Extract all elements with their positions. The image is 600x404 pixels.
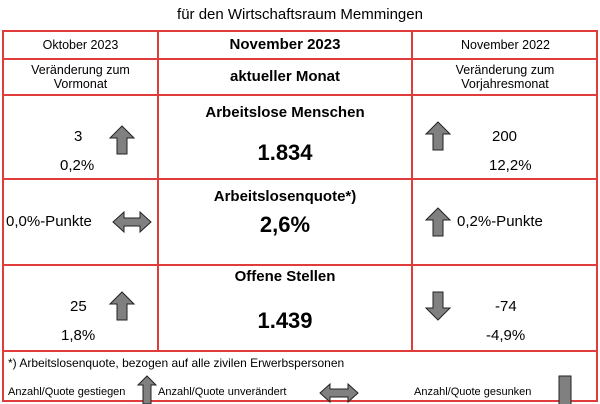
- arrow-left-right-icon: [112, 210, 152, 234]
- header-change-prev-month: Veränderung zum Vormonat: [31, 63, 130, 91]
- row3-vj-pct: -4,9%: [486, 327, 526, 344]
- legend-arrow-up-icon: [136, 375, 158, 404]
- header-current-month: November 2023: [229, 36, 341, 53]
- row3-label: Offene Stellen: [234, 268, 336, 285]
- arrow-up-icon: [424, 121, 452, 151]
- arrow-down-icon: [424, 291, 452, 321]
- legend-arrow-left-right-icon: [319, 382, 359, 404]
- row1-value: 1.834: [257, 140, 313, 165]
- row3-value: 1.439: [257, 308, 313, 333]
- row2-value: 2,6%: [259, 212, 311, 237]
- legend-down-label: Anzahl/Quote gesunken: [414, 386, 532, 398]
- header-prev-month: Oktober 2023: [42, 38, 119, 52]
- divider: [157, 30, 159, 352]
- arrow-up-icon: [424, 207, 452, 237]
- row3-vm-pct: 1,8%: [61, 327, 96, 344]
- divider: [2, 350, 598, 352]
- row1-vj-abs: 200: [492, 128, 518, 145]
- divider: [411, 30, 413, 352]
- legend-up-label: Anzahl/Quote gestiegen: [8, 386, 126, 398]
- header-current-label: aktueller Monat: [229, 68, 341, 85]
- row2-vm-abs: 0,0%-Punkte: [6, 213, 92, 230]
- legend-unchanged-label: Anzahl/Quote unverändert: [158, 386, 287, 398]
- row2-vj-abs: 0,2%-Punkte: [457, 213, 543, 230]
- arrow-up-icon: [108, 291, 136, 321]
- row1-vm-pct: 0,2%: [60, 157, 95, 174]
- row1-vm-abs: 3: [74, 128, 83, 145]
- divider: [2, 58, 598, 60]
- header-change-prev-year: Veränderung zum Vorjahresmonat: [455, 63, 555, 91]
- divider: [2, 264, 598, 266]
- arrow-up-icon: [108, 125, 136, 155]
- row1-label: Arbeitslose Menschen: [205, 104, 365, 121]
- header-prev-year: November 2022: [461, 38, 550, 52]
- footnote: *) Arbeitslosenquote, bezogen auf alle z…: [8, 356, 345, 370]
- row3-vm-abs: 25: [70, 298, 87, 315]
- row3-vj-abs: -74: [495, 298, 517, 315]
- row2-label: Arbeitslosenquote*): [213, 188, 357, 205]
- divider: [2, 94, 598, 96]
- row1-vj-pct: 12,2%: [489, 157, 532, 174]
- divider: [2, 178, 598, 180]
- page-title: für den Wirtschaftsraum Memmingen: [177, 6, 423, 23]
- legend-arrow-down-icon: [558, 375, 572, 404]
